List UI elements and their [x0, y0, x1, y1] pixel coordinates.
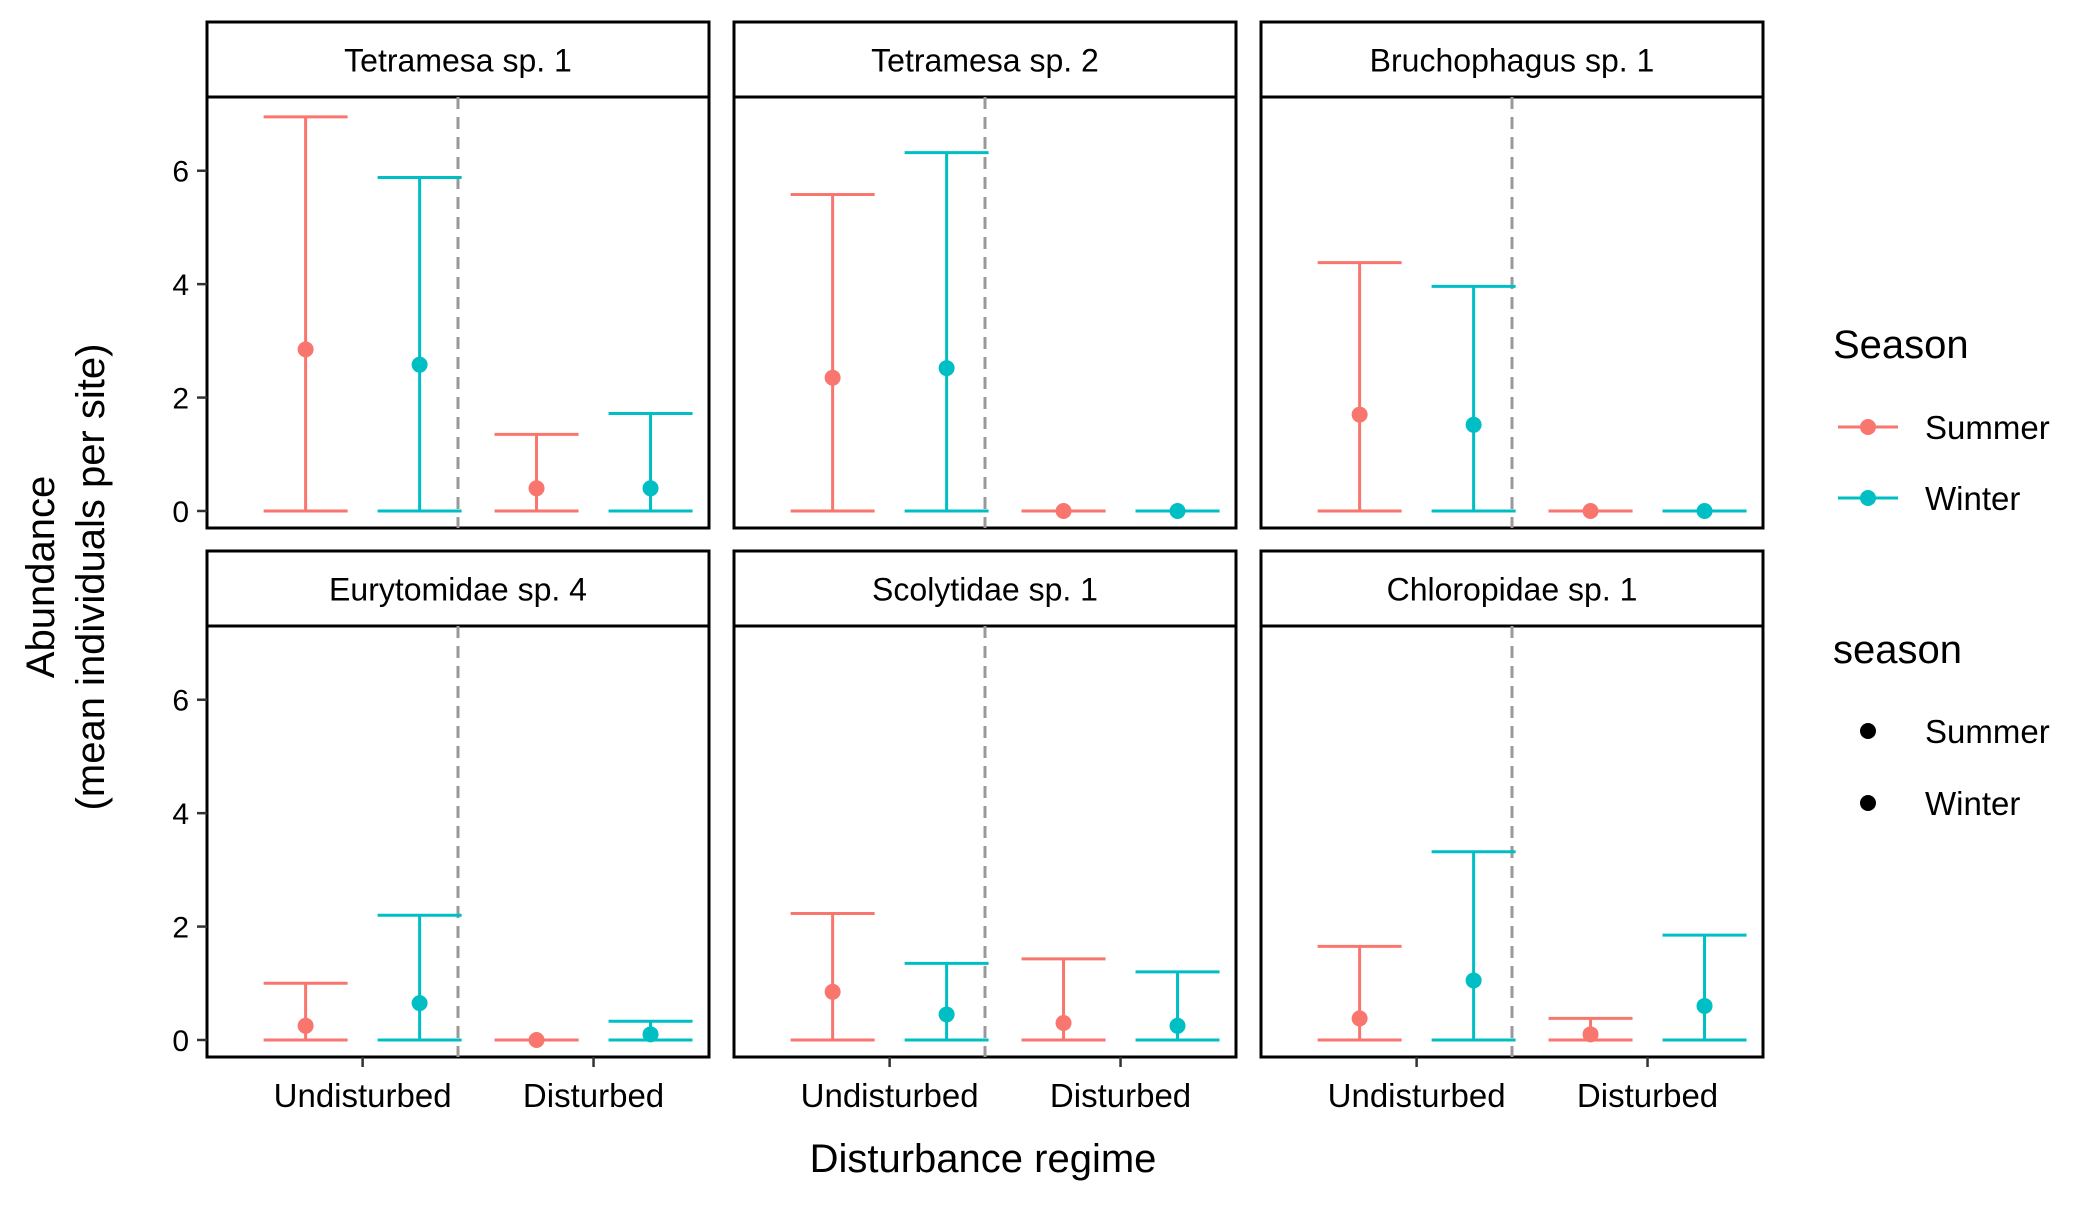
- mean-point: [938, 360, 955, 377]
- mean-point: [411, 356, 428, 373]
- mean-point: [297, 341, 314, 358]
- legend-key-point: [1860, 490, 1876, 506]
- facet-strip: [205, 549, 711, 628]
- mean-point: [938, 1006, 955, 1023]
- mean-point: [297, 1017, 314, 1034]
- y-tick-label: 0: [172, 496, 189, 529]
- x-tick-label: Disturbed: [1577, 1077, 1718, 1114]
- mean-point: [642, 1026, 659, 1043]
- y-tick-label: 6: [172, 156, 189, 189]
- facet-title: Tetramesa sp. 1: [344, 43, 572, 79]
- mean-point: [1582, 1026, 1599, 1043]
- legend-label: Winter: [1925, 480, 2020, 517]
- facet-strip: [1259, 549, 1765, 628]
- legend-shape-point: [1860, 723, 1876, 739]
- legend-shape-point: [1860, 795, 1876, 811]
- mean-point: [642, 480, 659, 497]
- mean-point: [1351, 406, 1368, 423]
- facet-strip: [1259, 20, 1765, 99]
- y-tick-label: 6: [172, 685, 189, 718]
- legend-title-color: Season: [1833, 323, 1969, 367]
- mean-point: [824, 369, 841, 386]
- legend-key-point: [1860, 419, 1876, 435]
- legend-title-shape: season: [1833, 628, 1962, 672]
- facet-strip: [205, 20, 711, 99]
- legend-label: Winter: [1925, 785, 2020, 822]
- x-tick-label: Disturbed: [523, 1077, 664, 1114]
- facet-strip: [732, 549, 1238, 628]
- facet-title: Scolytidae sp. 1: [872, 572, 1098, 608]
- mean-point: [1169, 1017, 1186, 1034]
- facet-strip: [732, 20, 1238, 99]
- mean-point: [1351, 1010, 1368, 1027]
- x-tick-label: Undisturbed: [274, 1077, 452, 1114]
- mean-point: [1055, 1014, 1072, 1031]
- facet-title: Eurytomidae sp. 4: [329, 572, 587, 608]
- mean-point: [1465, 416, 1482, 433]
- y-tick-label: 2: [172, 383, 189, 416]
- legend-label: Summer: [1925, 409, 2050, 446]
- x-tick-label: Undisturbed: [801, 1077, 979, 1114]
- mean-point: [528, 480, 545, 497]
- y-tick-label: 0: [172, 1025, 189, 1058]
- mean-point: [528, 1031, 545, 1048]
- mean-point: [1696, 502, 1713, 519]
- facet-title: Tetramesa sp. 2: [871, 43, 1099, 79]
- facet-title: Bruchophagus sp. 1: [1370, 43, 1655, 79]
- mean-point: [1465, 972, 1482, 989]
- x-axis-title: Disturbance regime: [810, 1137, 1157, 1181]
- y-axis-title-line1: Abundance: [19, 476, 63, 678]
- mean-point: [1582, 502, 1599, 519]
- y-tick-label: 4: [172, 269, 189, 302]
- mean-point: [1169, 502, 1186, 519]
- x-tick-label: Undisturbed: [1328, 1077, 1506, 1114]
- mean-point: [411, 995, 428, 1012]
- x-tick-label: Disturbed: [1050, 1077, 1191, 1114]
- mean-point: [824, 983, 841, 1000]
- mean-point: [1055, 502, 1072, 519]
- legend-label: Summer: [1925, 713, 2050, 750]
- mean-point: [1696, 997, 1713, 1014]
- facet-title: Chloropidae sp. 1: [1387, 572, 1638, 608]
- y-axis-title-line2: (mean individuals per site): [69, 344, 113, 811]
- y-tick-label: 2: [172, 912, 189, 945]
- y-tick-label: 4: [172, 798, 189, 831]
